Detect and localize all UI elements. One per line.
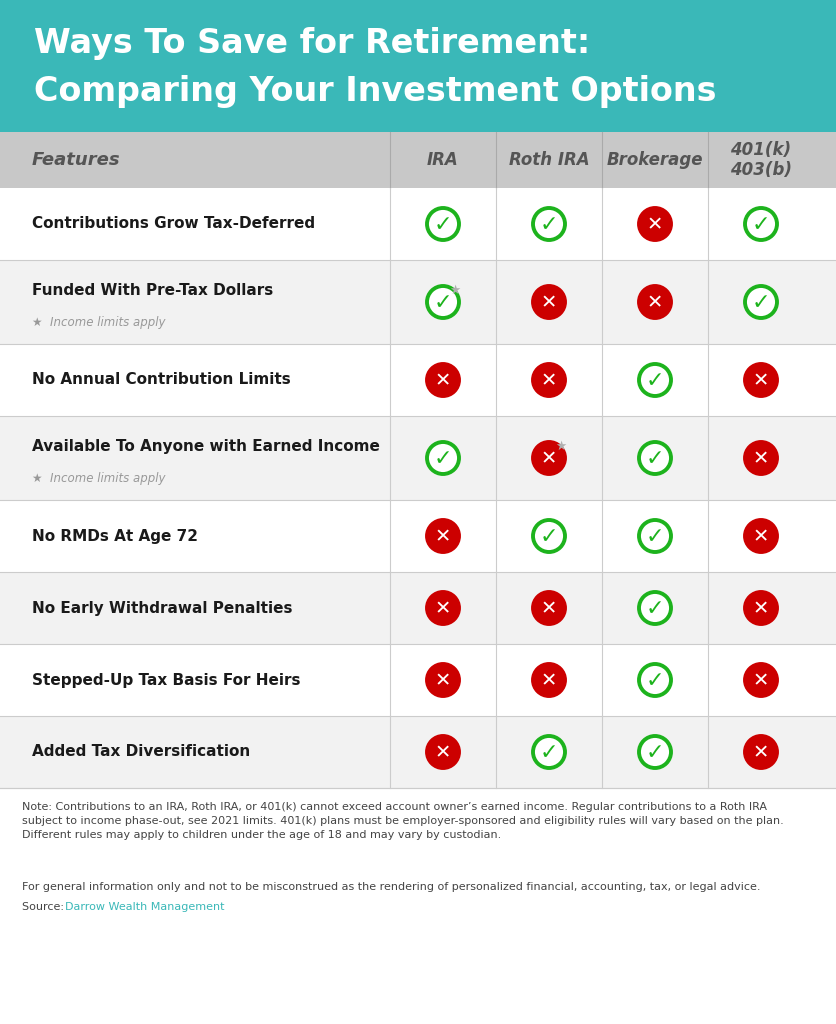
Text: ✓: ✓	[752, 215, 770, 234]
Text: Different rules may apply to children under the age of 18 and may vary by custod: Different rules may apply to children un…	[22, 830, 502, 840]
Text: Roth IRA: Roth IRA	[508, 151, 589, 169]
Text: No RMDs At Age 72: No RMDs At Age 72	[32, 528, 198, 544]
Text: ✓: ✓	[434, 293, 452, 313]
Text: subject to income phase-out, see 2021 limits. 401(k) plans must be employer-spon: subject to income phase-out, see 2021 li…	[22, 816, 784, 826]
Text: Darrow Wealth Management: Darrow Wealth Management	[65, 902, 225, 912]
Circle shape	[533, 286, 565, 318]
Text: Stepped-Up Tax Basis For Heirs: Stepped-Up Tax Basis For Heirs	[32, 673, 300, 687]
Text: ✕: ✕	[435, 527, 451, 547]
Text: ✓: ✓	[540, 527, 558, 547]
Text: ✓: ✓	[645, 371, 665, 391]
Circle shape	[427, 520, 459, 552]
Circle shape	[533, 442, 565, 474]
Text: ✓: ✓	[434, 215, 452, 234]
Text: ✓: ✓	[540, 743, 558, 763]
Circle shape	[745, 208, 777, 240]
Text: ✓: ✓	[540, 215, 558, 234]
Circle shape	[639, 208, 671, 240]
Text: Added Tax Diversification: Added Tax Diversification	[32, 744, 250, 760]
Text: ✕: ✕	[541, 599, 557, 618]
Bar	[0, 500, 836, 572]
Text: Ways To Save for Retirement:: Ways To Save for Retirement:	[34, 28, 590, 60]
Text: ✓: ✓	[645, 599, 665, 618]
Text: ★  Income limits apply: ★ Income limits apply	[32, 315, 166, 329]
Circle shape	[427, 592, 459, 624]
Text: Brokerage: Brokerage	[607, 151, 703, 169]
Text: ✕: ✕	[435, 372, 451, 390]
Text: ✕: ✕	[541, 672, 557, 690]
Bar	[0, 0, 836, 132]
Text: No Annual Contribution Limits: No Annual Contribution Limits	[32, 373, 291, 387]
Text: ✕: ✕	[435, 743, 451, 763]
Text: For general information only and not to be misconstrued as the rendering of pers: For general information only and not to …	[22, 882, 761, 892]
Circle shape	[427, 664, 459, 696]
Circle shape	[745, 520, 777, 552]
Text: ✓: ✓	[645, 527, 665, 547]
Text: ★: ★	[450, 284, 461, 297]
Text: Note: Contributions to an IRA, Roth IRA, or 401(k) cannot exceed account owner’s: Note: Contributions to an IRA, Roth IRA,…	[22, 802, 767, 812]
Text: ✕: ✕	[647, 294, 663, 312]
Text: Comparing Your Investment Options: Comparing Your Investment Options	[34, 76, 716, 109]
Text: ✓: ✓	[645, 743, 665, 763]
Text: ✕: ✕	[752, 672, 769, 690]
Text: ✕: ✕	[752, 599, 769, 618]
Text: Contributions Grow Tax-Deferred: Contributions Grow Tax-Deferred	[32, 216, 315, 231]
Text: ✕: ✕	[435, 599, 451, 618]
Bar	[0, 344, 836, 416]
Circle shape	[639, 442, 671, 474]
Circle shape	[639, 664, 671, 696]
Text: Funded With Pre-Tax Dollars: Funded With Pre-Tax Dollars	[32, 283, 273, 298]
Text: ✕: ✕	[541, 372, 557, 390]
Text: ✕: ✕	[752, 743, 769, 763]
Circle shape	[427, 442, 459, 474]
Circle shape	[427, 364, 459, 396]
Circle shape	[639, 592, 671, 624]
Bar	[0, 572, 836, 644]
Text: IRA: IRA	[427, 151, 459, 169]
Circle shape	[745, 442, 777, 474]
Circle shape	[745, 592, 777, 624]
Text: ✕: ✕	[752, 450, 769, 469]
Bar	[0, 260, 836, 344]
Circle shape	[533, 736, 565, 768]
Text: ✕: ✕	[435, 672, 451, 690]
Bar	[0, 416, 836, 500]
Circle shape	[533, 520, 565, 552]
Text: ✓: ✓	[645, 449, 665, 469]
Circle shape	[427, 286, 459, 318]
Text: ✕: ✕	[752, 372, 769, 390]
Text: Features: Features	[32, 151, 120, 169]
Circle shape	[745, 364, 777, 396]
Bar	[0, 716, 836, 788]
Text: 401(k)
403(b): 401(k) 403(b)	[730, 140, 792, 179]
Text: Available To Anyone with Earned Income: Available To Anyone with Earned Income	[32, 438, 380, 454]
Bar	[0, 188, 836, 260]
Text: ✓: ✓	[645, 671, 665, 691]
Circle shape	[745, 664, 777, 696]
Text: ✕: ✕	[752, 527, 769, 547]
Text: No Early Withdrawal Penalties: No Early Withdrawal Penalties	[32, 600, 293, 615]
Text: ✓: ✓	[752, 293, 770, 313]
Circle shape	[745, 286, 777, 318]
Text: ✕: ✕	[647, 215, 663, 234]
Circle shape	[533, 208, 565, 240]
Circle shape	[533, 364, 565, 396]
Bar	[0, 644, 836, 716]
Text: ★  Income limits apply: ★ Income limits apply	[32, 472, 166, 484]
Circle shape	[639, 520, 671, 552]
Circle shape	[427, 208, 459, 240]
Text: ✓: ✓	[434, 449, 452, 469]
Text: ✕: ✕	[541, 294, 557, 312]
Circle shape	[427, 736, 459, 768]
Circle shape	[533, 592, 565, 624]
Circle shape	[639, 736, 671, 768]
Text: ✕: ✕	[541, 450, 557, 469]
Circle shape	[745, 736, 777, 768]
Circle shape	[533, 664, 565, 696]
Text: ★: ★	[555, 439, 567, 453]
Circle shape	[639, 364, 671, 396]
Bar	[0, 132, 836, 188]
Circle shape	[639, 286, 671, 318]
Text: Source:: Source:	[22, 902, 68, 912]
